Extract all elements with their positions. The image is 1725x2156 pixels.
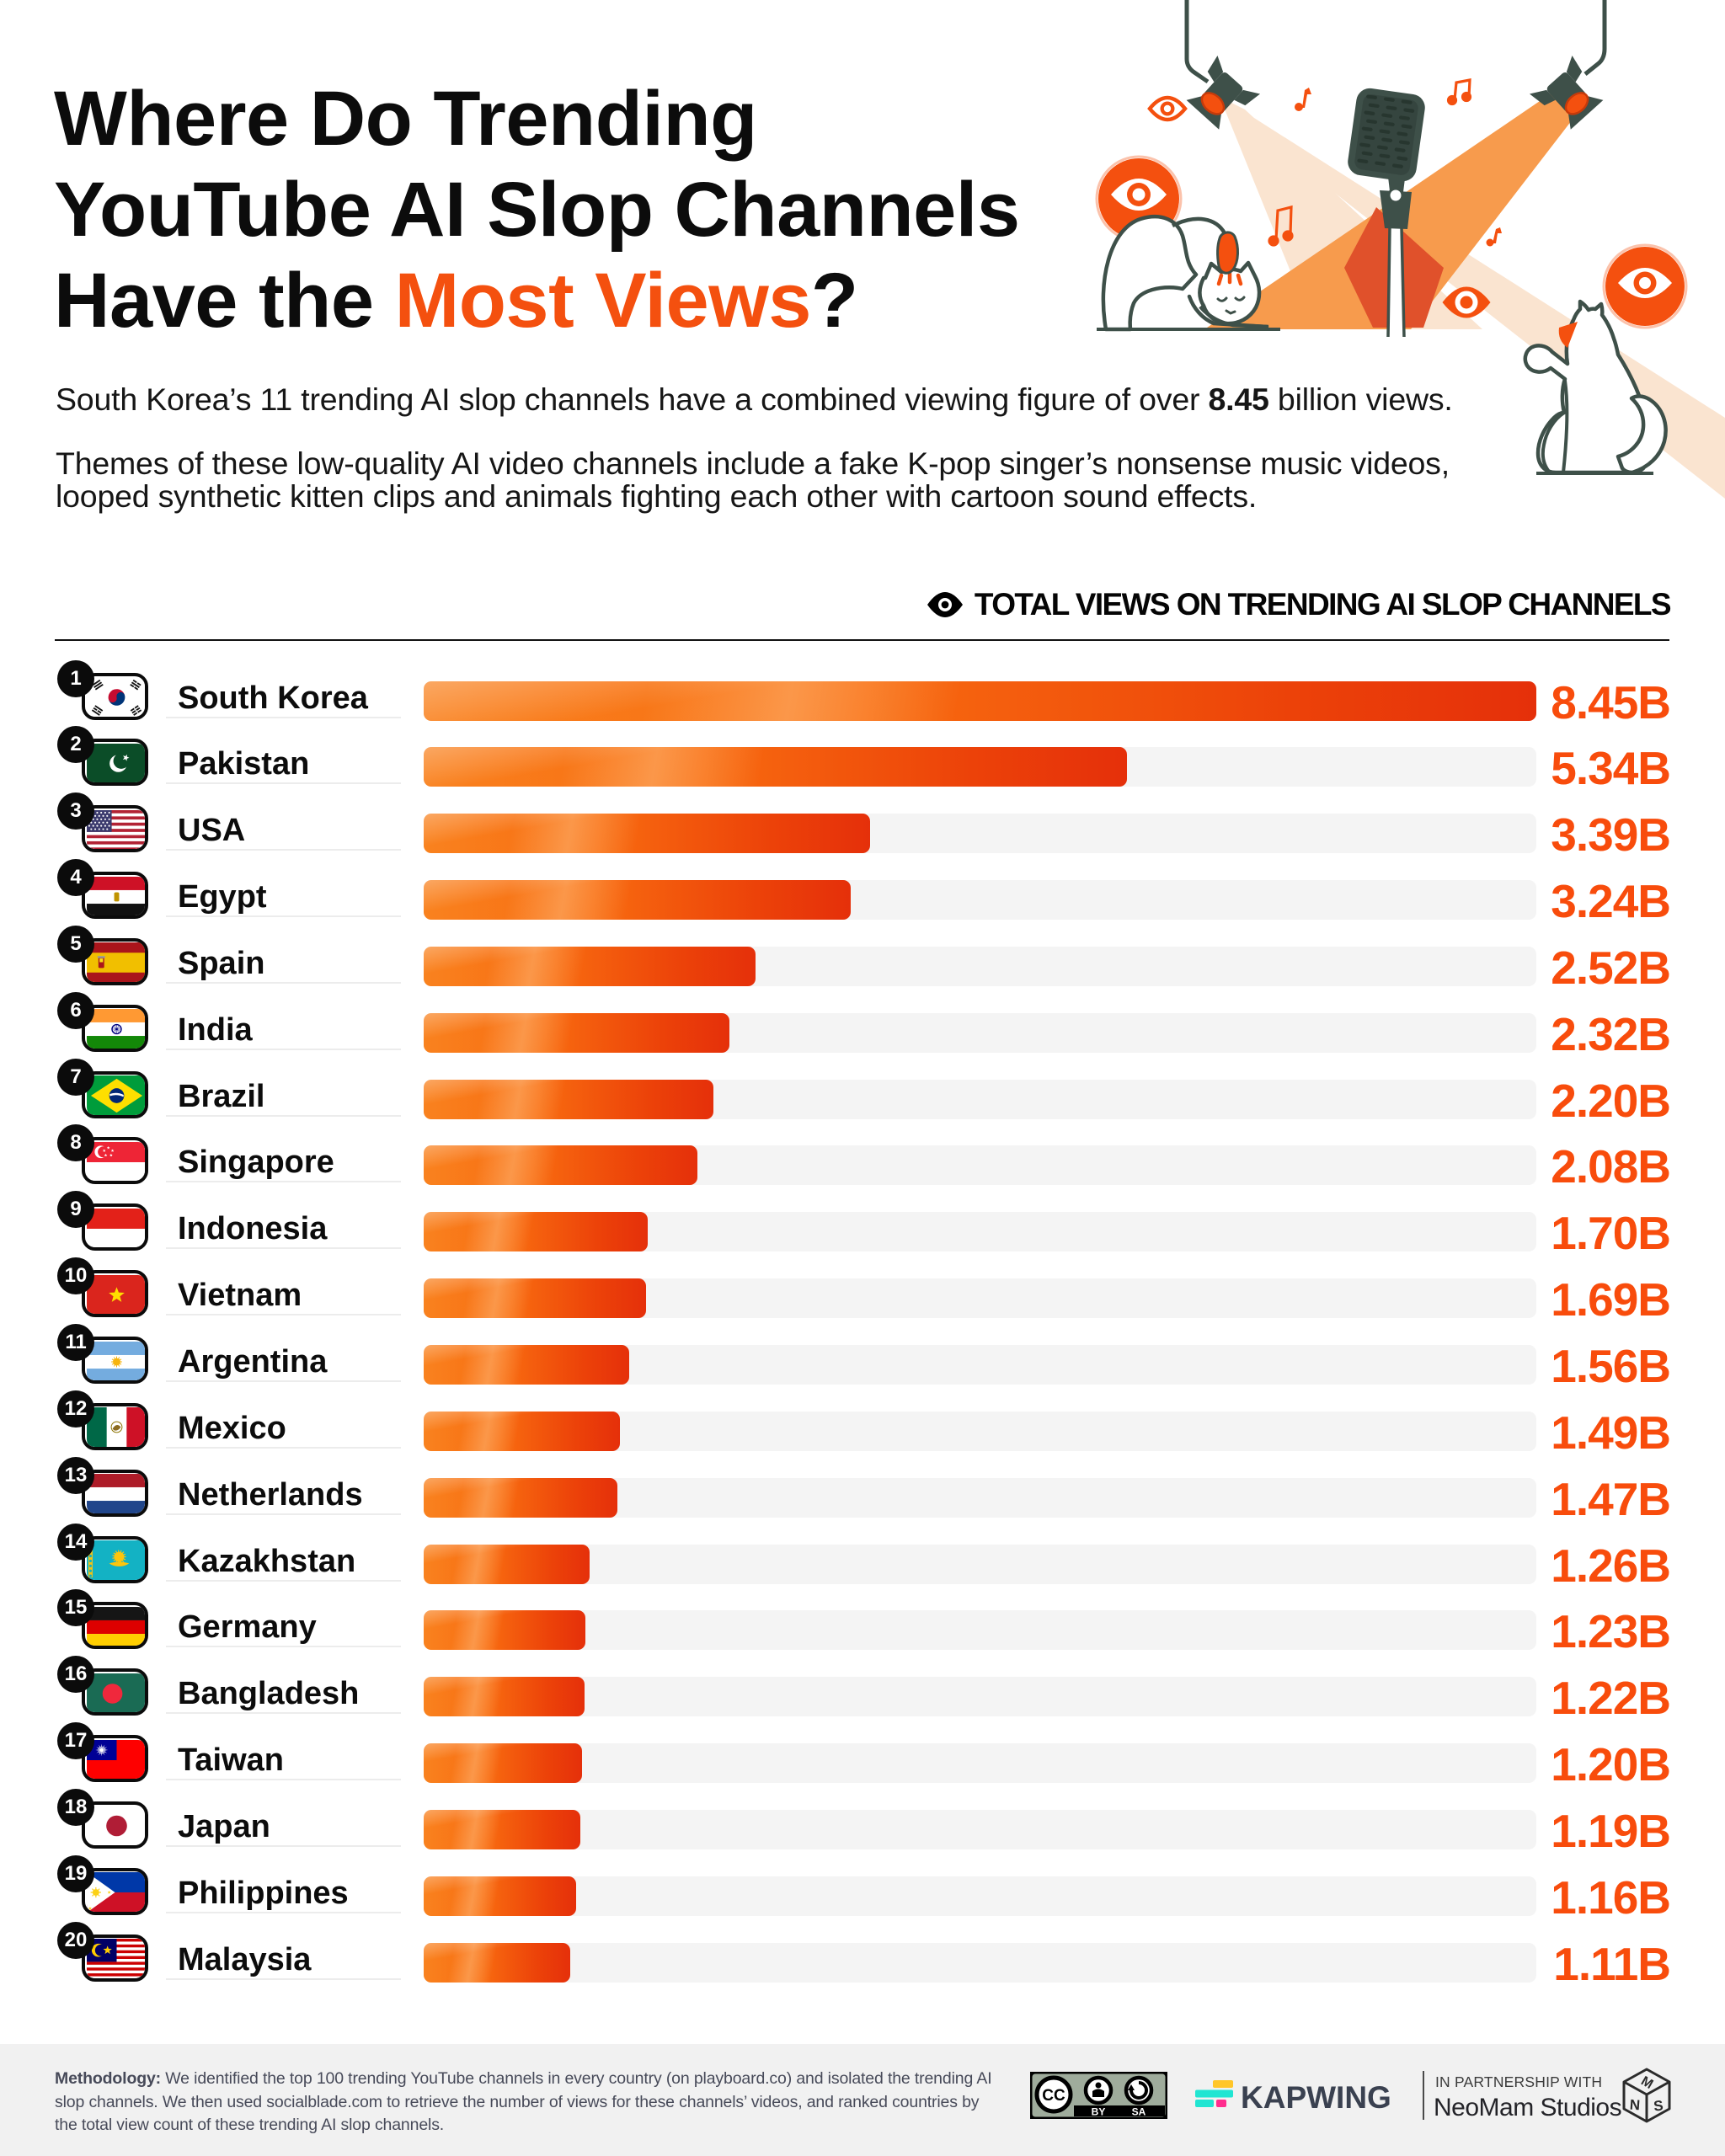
svg-text:S: S: [1653, 2097, 1664, 2114]
svg-text:BY: BY: [1092, 2106, 1106, 2118]
svg-text:SA: SA: [1132, 2106, 1146, 2118]
svg-text:N: N: [1629, 2097, 1641, 2114]
svg-text:CC: CC: [1042, 2087, 1065, 2105]
